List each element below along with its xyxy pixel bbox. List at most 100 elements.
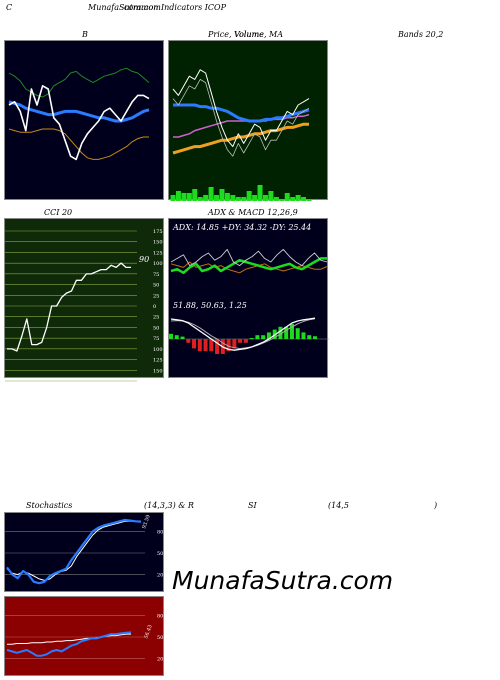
macd-histogram-bar-4 bbox=[192, 339, 197, 349]
volume-bar-25 bbox=[306, 199, 312, 201]
rsi-tick-label-2: 20 bbox=[157, 657, 163, 663]
cci-line bbox=[7, 262, 131, 352]
adx-macd-title: ADX & MACD 12,26,9 bbox=[208, 208, 298, 217]
bollinger-chart bbox=[8, 67, 150, 161]
header-left-letter: C bbox=[6, 3, 13, 12]
macd-histogram-bar-6 bbox=[203, 339, 208, 352]
price-line bbox=[172, 69, 310, 148]
price-ma-chart bbox=[170, 69, 312, 201]
stochastics-chart: 93.59 80 50 20 bbox=[5, 514, 163, 585]
plus-dy-line bbox=[170, 257, 327, 275]
bollinger-panel bbox=[4, 40, 164, 200]
macd-histogram-bar-16 bbox=[261, 335, 266, 339]
cci-tick-label-7: 0 bbox=[153, 304, 156, 310]
cci-tick-label-8: 25 bbox=[153, 315, 159, 321]
price-ma-grey bbox=[172, 79, 310, 157]
cci-tick-label-11: 100 bbox=[153, 347, 163, 353]
site-title: MunafaSutra.com bbox=[88, 3, 161, 12]
volume-bar-9 bbox=[219, 189, 225, 201]
volume-bar-7 bbox=[208, 187, 214, 201]
adx-values-text: ADX: 14.85 +DY: 34.32 -DY: 25.44 bbox=[172, 223, 311, 232]
cci-panel: 90 175 150 125 100 75 50 25 0 25 50 75 100 125 150 175 bbox=[4, 218, 164, 385]
bollinger-bands-label: Bands 20,2 bbox=[398, 30, 444, 39]
adx-macd-chart: ADX: 14.85 +DY: 34.32 -DY: 25.44 51.88, … bbox=[169, 223, 329, 354]
price-ma-title: Price, Volume, MA bbox=[208, 30, 284, 39]
macd-values-text: 51.88, 50.63, 1.25 bbox=[173, 301, 247, 310]
bollinger-price-line bbox=[8, 84, 150, 161]
volume-bar-3 bbox=[186, 193, 192, 201]
volume-bar-4 bbox=[192, 189, 198, 201]
price-ma-blue bbox=[173, 103, 310, 123]
cci-tick-label-6: 25 bbox=[153, 293, 159, 299]
rsi-value-text: 56.43 bbox=[143, 624, 154, 640]
cci-tick-label-2: 125 bbox=[153, 250, 163, 256]
cci-tick-label-10: 75 bbox=[153, 336, 159, 342]
rsi-chart: 56.43 80 50 20 bbox=[5, 613, 163, 663]
cci-title: CCI 20 bbox=[44, 208, 73, 217]
macd-histogram-bar-1 bbox=[174, 335, 179, 339]
stochastics-tick-label-1: 50 bbox=[157, 551, 163, 557]
stochastics-k-line bbox=[6, 518, 142, 585]
cci-tick-label-9: 50 bbox=[153, 325, 159, 331]
minus-dy-line bbox=[170, 261, 328, 274]
stochastics-panel: 93.59 80 50 20 bbox=[4, 512, 164, 592]
macd-histogram-bar-25 bbox=[313, 336, 317, 339]
volume-bar-21 bbox=[284, 193, 290, 201]
volume-bar-19 bbox=[273, 197, 279, 201]
cci-tick-label-12: 125 bbox=[153, 358, 163, 364]
cci-tick-label-13: 150 bbox=[153, 368, 163, 374]
stochastics-tick-label-2: 20 bbox=[157, 573, 163, 579]
volume-bar-0 bbox=[170, 195, 176, 201]
rsi-tick-label-1: 50 bbox=[157, 635, 163, 641]
macd-histogram-bar-22 bbox=[295, 328, 300, 339]
stochastics-params: (14,3,3) & R bbox=[144, 501, 194, 510]
price-ma-magenta bbox=[173, 113, 310, 138]
volume-bar-6 bbox=[203, 195, 209, 201]
macd-histogram-bar-23 bbox=[301, 332, 306, 339]
rsi-tick-label-0: 80 bbox=[157, 613, 163, 619]
macd-histogram-bar-3 bbox=[186, 339, 191, 343]
rsi-panel: 56.43 80 50 20 bbox=[4, 596, 164, 676]
bollinger-upper-band bbox=[8, 67, 150, 98]
stochastics-value-text: 93.59 bbox=[141, 514, 152, 530]
volume-bar-16 bbox=[257, 185, 263, 201]
volume-bar-24 bbox=[301, 197, 307, 201]
macd-histogram-bar-7 bbox=[209, 339, 214, 352]
macd-histogram-bar-0 bbox=[169, 333, 173, 339]
cci-tick-label-3: 100 bbox=[153, 261, 163, 267]
volume-bar-8 bbox=[214, 195, 220, 201]
macd-histogram-bar-12 bbox=[238, 339, 243, 343]
cci-tick-label-0: 175 bbox=[153, 229, 163, 235]
macd-histogram-bar-20 bbox=[284, 326, 289, 339]
macd-histogram-bar-21 bbox=[289, 324, 294, 339]
macd-histogram-bar-13 bbox=[243, 339, 248, 343]
volume-bar-12 bbox=[235, 197, 241, 201]
macd-histogram-bar-2 bbox=[180, 336, 185, 339]
macd-histogram-bar-10 bbox=[226, 339, 231, 352]
macd-histogram-bar-24 bbox=[307, 335, 312, 339]
cci-tick-label-14: 175 bbox=[153, 379, 163, 385]
bollinger-title: B bbox=[82, 30, 88, 39]
volume-bar-10 bbox=[224, 193, 230, 201]
volume-bar-2 bbox=[181, 193, 187, 201]
rsi-params-close: ) bbox=[434, 501, 438, 510]
price-ma-title-overlap: Volume bbox=[234, 30, 264, 39]
volume-bar-5 bbox=[197, 197, 203, 201]
price-ma-long bbox=[172, 122, 309, 155]
volume-bar-18 bbox=[268, 191, 274, 201]
bollinger-lower-band bbox=[8, 128, 149, 160]
macd-histogram-bar-8 bbox=[215, 339, 220, 354]
volume-bar-15 bbox=[252, 195, 258, 201]
macd-histogram-bar-14 bbox=[249, 338, 254, 339]
macd-signal-line bbox=[170, 318, 316, 350]
price-ma-panel bbox=[168, 40, 328, 201]
adx-line bbox=[170, 248, 328, 267]
header-overlap-text: common Indicators ICOP bbox=[124, 3, 226, 12]
cci-tick-label-5: 50 bbox=[153, 283, 159, 289]
macd-histogram-bar-11 bbox=[232, 339, 237, 349]
volume-bar-11 bbox=[230, 195, 236, 201]
volume-bar-22 bbox=[290, 197, 296, 201]
volume-bar-14 bbox=[246, 191, 252, 201]
macd-histogram-bar-15 bbox=[255, 335, 260, 339]
stochastics-d-line bbox=[6, 520, 142, 581]
